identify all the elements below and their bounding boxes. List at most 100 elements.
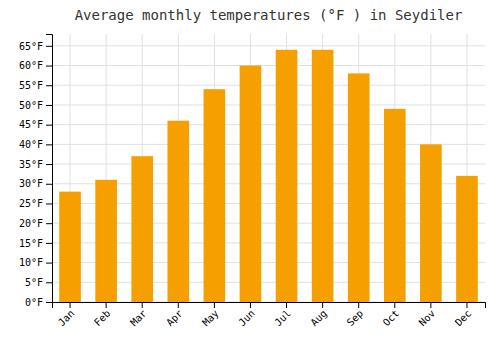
tick-mark [46, 203, 52, 204]
bar [276, 50, 298, 302]
tick-label: 10°F [19, 257, 43, 268]
tick: 0°F [25, 297, 52, 308]
tick-mark [214, 302, 215, 308]
tick-label: 40°F [19, 139, 43, 150]
tick: Mar [128, 302, 149, 328]
tick-label: 15°F [19, 238, 43, 249]
tick-label: 0°F [25, 297, 43, 308]
axis-line [46, 35, 53, 303]
tick-label: Sep [345, 308, 366, 329]
tick-label: Dec [453, 308, 474, 329]
tick: Jan [56, 302, 77, 328]
tick-mark [430, 302, 431, 308]
tick-label: 25°F [19, 198, 43, 209]
tick: May [200, 302, 221, 328]
grid [52, 34, 485, 302]
title: Average monthly temperatures (°F ) in Se… [75, 7, 463, 23]
tick: 30°F [19, 178, 52, 189]
tick-label: 35°F [19, 159, 43, 170]
tick-mark [394, 302, 395, 308]
tick: 15°F [19, 238, 52, 249]
tick-label: Aug [308, 308, 329, 329]
grid-line [52, 65, 485, 66]
tick-label: Jun [236, 308, 257, 329]
tick: 65°F [19, 41, 52, 52]
axis-line [53, 303, 486, 309]
bar [131, 156, 153, 302]
bar [456, 176, 478, 302]
tick-mark [46, 105, 52, 106]
tick: Jun [236, 302, 257, 328]
tick-label: 5°F [25, 277, 43, 288]
bar [348, 73, 370, 302]
bar [59, 192, 81, 302]
plot: Jan Feb Mar Apr May Jun Jul Aug Sep Oct Nov Dec 0°F 5… [19, 34, 486, 328]
tick: Sep [345, 302, 366, 328]
tick-label: Jan [56, 308, 77, 329]
tick: Aug [308, 302, 329, 328]
tick: Dec [453, 302, 474, 328]
tick-label: 55°F [19, 80, 43, 91]
tick-mark [46, 243, 52, 244]
tick: Apr [164, 302, 185, 328]
tick-label: Nov [417, 308, 438, 329]
tick-mark [46, 85, 52, 86]
tick-mark [46, 184, 52, 185]
tick-label: Feb [92, 308, 113, 329]
tick-label: 20°F [19, 218, 43, 229]
tick: 55°F [19, 80, 52, 91]
x-axis: Jan Feb Mar Apr May Jun Jul Aug Sep Oct Nov Dec [53, 302, 486, 328]
tick-label: 30°F [19, 178, 43, 189]
tick-label: 50°F [19, 100, 43, 111]
tick: 40°F [19, 139, 52, 150]
grid-line [52, 104, 485, 105]
bars [59, 50, 478, 302]
bar [384, 109, 406, 302]
tick-mark [46, 125, 52, 126]
tick: 20°F [19, 218, 52, 229]
tick-mark [46, 144, 52, 145]
tick: Jul [272, 302, 293, 328]
tick-mark [286, 302, 287, 308]
tick: Feb [92, 302, 113, 328]
tick: 35°F [19, 159, 52, 170]
bar [240, 66, 262, 302]
tick-mark [142, 302, 143, 308]
bar [95, 180, 117, 302]
tick-label: Mar [128, 308, 149, 329]
tick-label: 65°F [19, 41, 43, 52]
tick-mark [178, 302, 179, 308]
bar [204, 89, 226, 302]
tick-mark [46, 302, 52, 303]
grid-line [52, 45, 485, 46]
tick: 25°F [19, 198, 52, 209]
tick-mark [250, 302, 251, 308]
tick: 60°F [19, 60, 52, 71]
grid-line [52, 124, 485, 125]
tick-mark [106, 302, 107, 308]
chart: Jan Feb Mar Apr May Jun Jul Aug Sep Oct Nov Dec 0°F 5… [0, 0, 500, 350]
bar [312, 50, 334, 302]
tick-mark [46, 263, 52, 264]
tick-mark [46, 223, 52, 224]
bar [420, 144, 442, 302]
bar [167, 121, 189, 302]
tick-label: Apr [164, 308, 185, 329]
y-axis: 0°F 5°F 10°F 15°F 20°F 25°F 30°F 35°F 40°F 45°F 50… [19, 35, 53, 308]
tick-mark [322, 302, 323, 308]
tick: 50°F [19, 100, 52, 111]
tick-mark [46, 66, 52, 67]
tick: 5°F [25, 277, 52, 288]
tick-label: 45°F [19, 119, 43, 130]
tick-label: Oct [381, 308, 402, 329]
tick-mark [46, 46, 52, 47]
tick-mark [46, 282, 52, 283]
tick: 45°F [19, 119, 52, 130]
tick-label: Jul [272, 308, 293, 329]
tick-mark [466, 302, 467, 308]
tick: Oct [381, 302, 402, 328]
tick-label: 60°F [19, 60, 43, 71]
tick-label: May [200, 308, 221, 329]
tick-mark [46, 164, 52, 165]
grid-line [52, 85, 485, 86]
